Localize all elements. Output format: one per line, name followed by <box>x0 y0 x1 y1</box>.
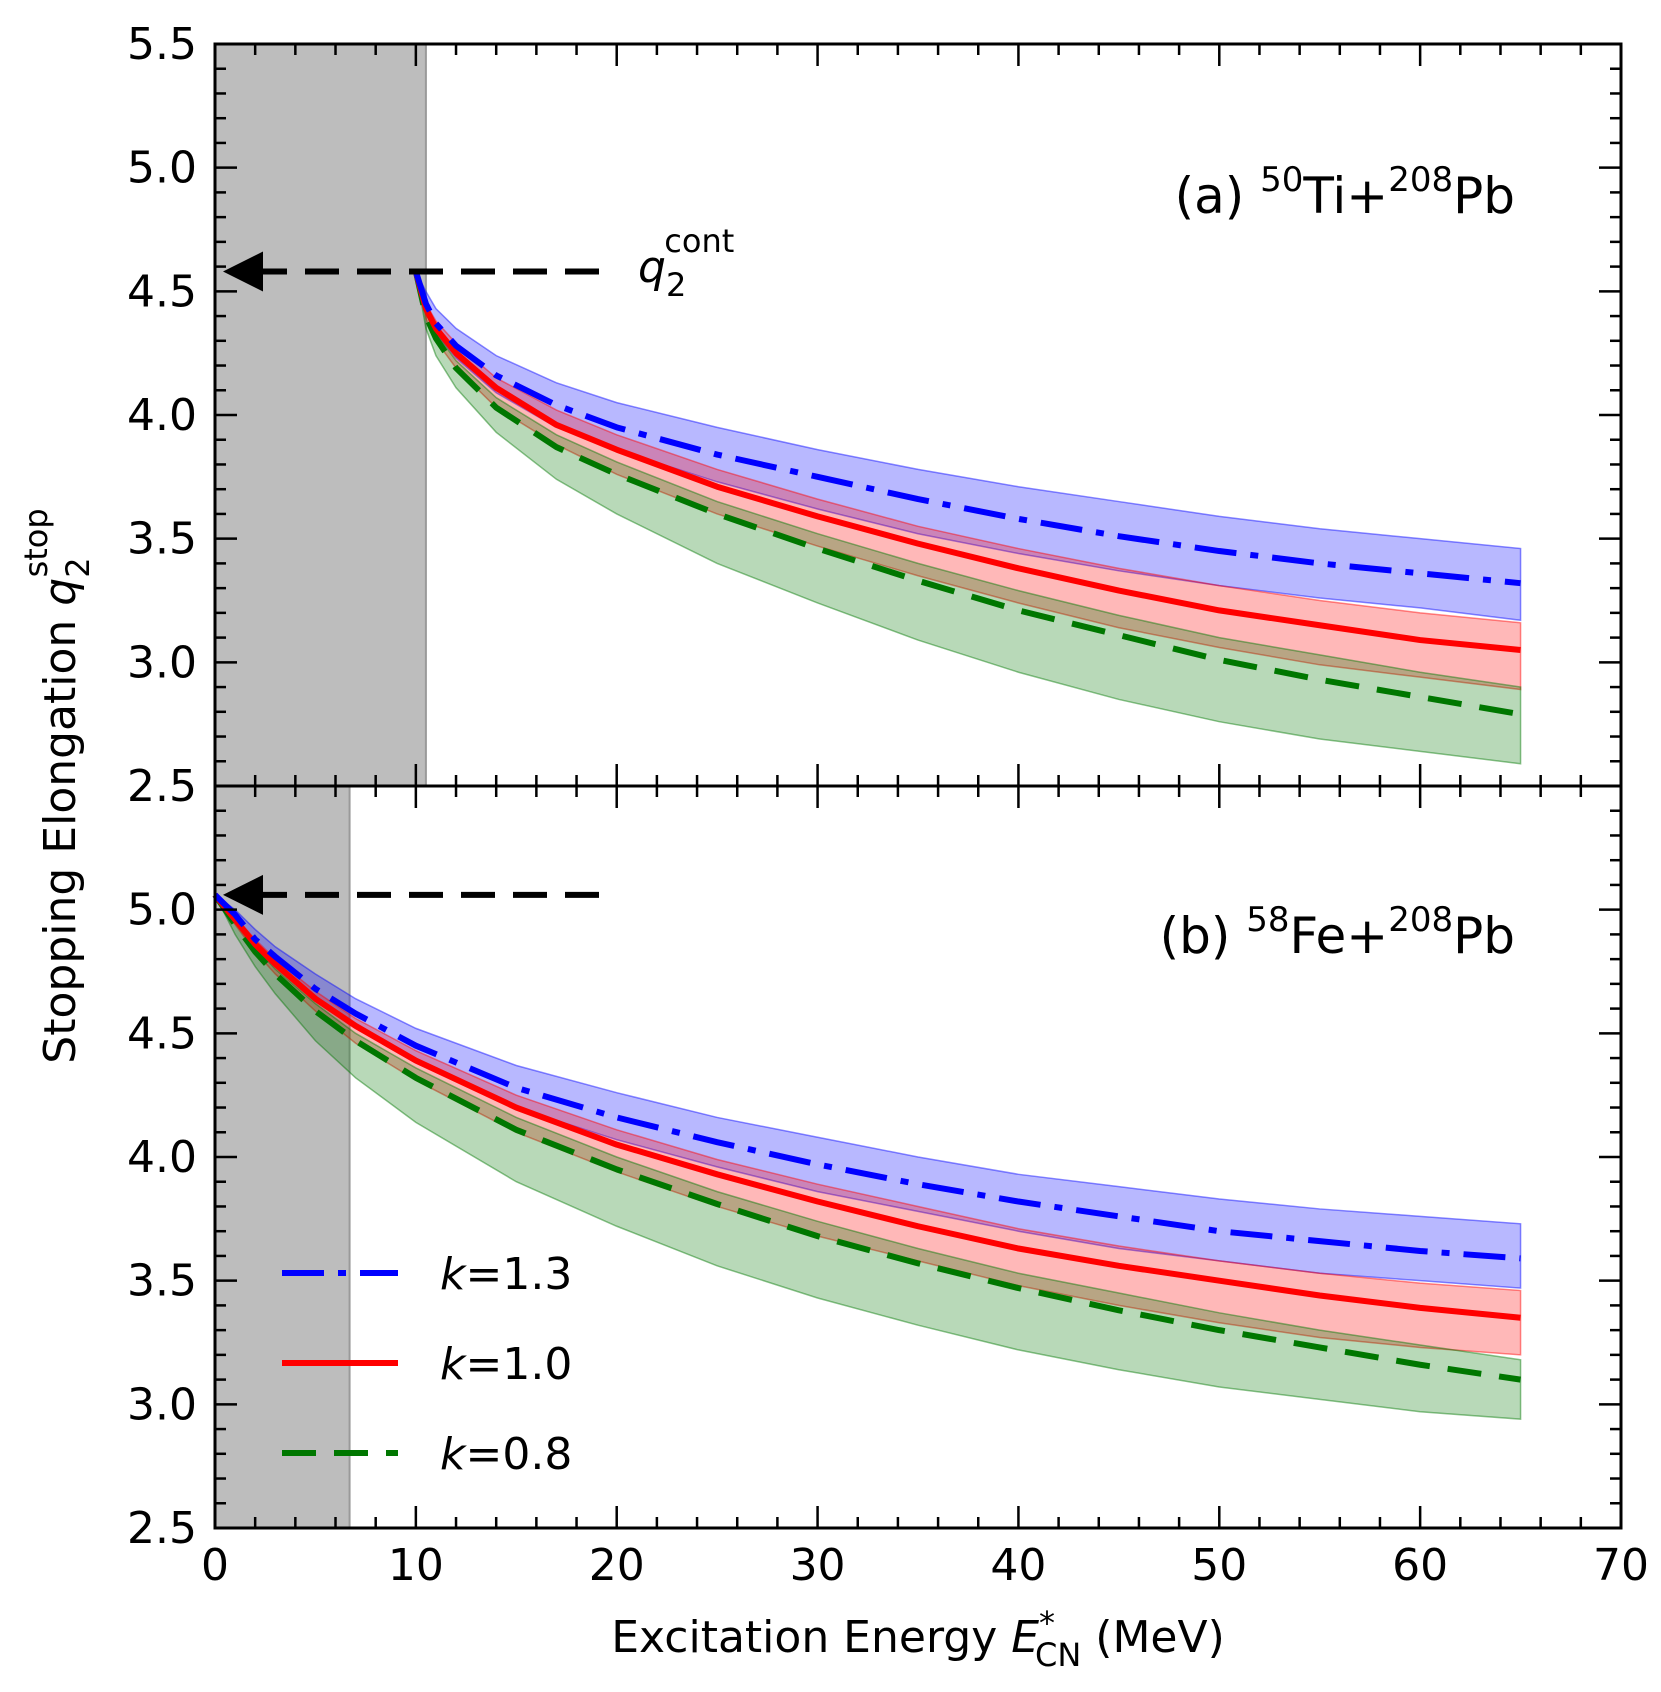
q2-cont-arrow-b <box>223 874 617 915</box>
cold-fusion-shaded-region-b <box>215 786 350 1528</box>
x-tick-label: 30 <box>790 1540 846 1591</box>
y-tick-label: 3.0 <box>127 637 197 688</box>
panel-label-a: (a) 50Ti+208Pb <box>1175 160 1515 225</box>
panel-b: (b) 58Fe+208Pb 2.5 3.0 3.5 4.0 4.5 5.0 0 10 20 30… <box>127 784 1649 1591</box>
curves-a <box>412 270 1522 718</box>
cold-fusion-shaded-region-a <box>215 44 426 786</box>
q2-cont-arrow-a <box>223 251 617 292</box>
ticks-a: 2.5 3.0 3.5 4.0 4.5 5.0 5.5 <box>127 19 1623 812</box>
x-tick-label: 40 <box>990 1540 1046 1591</box>
frame-b <box>213 784 1623 1530</box>
y-tick-label: 2.5 <box>127 1503 197 1554</box>
uncertainty-bands-a <box>415 44 1522 786</box>
q2-cont-label: q2cont <box>638 222 734 304</box>
curve-k=1.0 <box>212 892 1521 1321</box>
curve-k=0.8 <box>212 893 1522 1383</box>
y-axis-title: Stopping Elongation q2stop <box>17 508 97 1063</box>
x-axis-title: Excitation Energy E* CN (MeV) <box>611 1604 1225 1674</box>
legend-label-k=0.8: k=0.8 <box>440 1429 572 1480</box>
arrow-head <box>223 874 263 915</box>
x-tick-label: 60 <box>1392 1540 1448 1591</box>
legend-label-k=1.3: k=1.3 <box>440 1249 572 1300</box>
curve-k=1.3 <box>212 892 1521 1262</box>
panel-label-b: (b) 58Fe+208Pb <box>1160 900 1515 965</box>
y-tick-label: 2.5 <box>127 761 197 812</box>
y-tick-label: 5.0 <box>127 885 197 936</box>
y-tick-label: 4.5 <box>127 1008 197 1059</box>
y-tick-label: 3.0 <box>127 1379 197 1430</box>
band-k=0.8 <box>214 894 1522 1420</box>
y-tick-label: 4.0 <box>127 1132 197 1183</box>
x-tick-label: 0 <box>201 1540 229 1591</box>
y-tick-label: 5.0 <box>127 143 197 194</box>
x-tick-label: 50 <box>1191 1540 1247 1591</box>
legend-label-k=1.0: k=1.0 <box>440 1339 572 1390</box>
panel-a: q2cont (a) 50Ti+208Pb 2.5 3.0 3.5 4.0 4.5 5.0… <box>127 19 1623 812</box>
curve-k=1.3 <box>412 270 1521 587</box>
y-tick-label: 3.5 <box>127 514 197 565</box>
y-tick-label: 4.5 <box>127 266 197 317</box>
legend: k=1.3 k=1.0 k=0.8 <box>282 1249 572 1480</box>
curve-k=1.0 <box>412 270 1521 653</box>
band-k=0.8 <box>415 271 1522 765</box>
y-tick-label: 5.5 <box>127 19 197 70</box>
curves-b <box>212 892 1522 1383</box>
arrow-head <box>223 251 263 292</box>
y-tick-label: 4.0 <box>127 390 197 441</box>
x-tick-label: 20 <box>589 1540 645 1591</box>
x-tick-label: 10 <box>388 1540 444 1591</box>
x-tick-label: 70 <box>1593 1540 1649 1591</box>
y-tick-label: 3.5 <box>127 1256 197 1307</box>
